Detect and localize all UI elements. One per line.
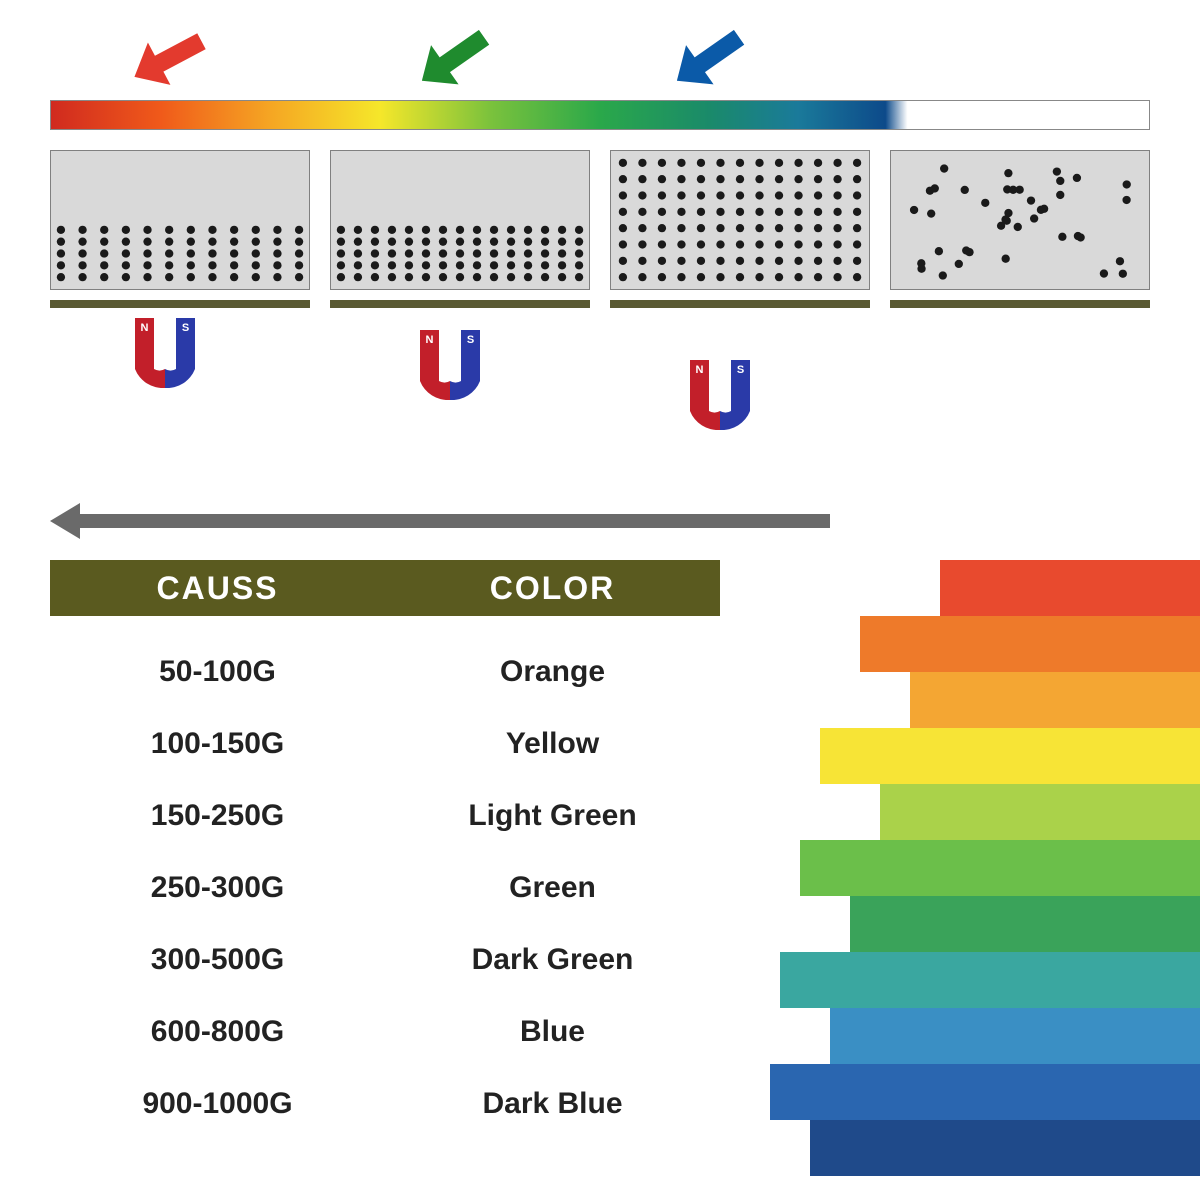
color-name: Dark Green	[385, 943, 720, 977]
gauss-value: 300-500G	[50, 943, 385, 977]
color-bar	[940, 560, 1200, 616]
color-bar-chart	[760, 560, 1200, 1176]
arrow-icon	[408, 18, 498, 101]
gauss-value: 250-300G	[50, 871, 385, 905]
table-row: 600-800GBlue	[50, 996, 720, 1068]
gauss-value: 150-250G	[50, 799, 385, 833]
density-panel-3	[890, 150, 1150, 290]
table-body: 50-100GOrange100-150GYellow150-250GLight…	[50, 636, 720, 1140]
color-bar	[830, 1008, 1200, 1064]
color-bar	[770, 1064, 1200, 1120]
svg-text:S: S	[737, 364, 744, 376]
table-row: 300-500GDark Green	[50, 924, 720, 996]
gauss-value: 900-1000G	[50, 1087, 385, 1121]
density-panel-2	[610, 150, 870, 290]
header-gauss: CAUSS	[50, 570, 385, 607]
color-name: Light Green	[385, 799, 720, 833]
density-panel-0	[50, 150, 310, 290]
color-bar	[910, 672, 1200, 728]
color-bar	[880, 784, 1200, 840]
density-panel-1	[330, 150, 590, 290]
table-header: CAUSS COLOR	[50, 560, 720, 616]
color-bar	[800, 840, 1200, 896]
table-row: 100-150GYellow	[50, 708, 720, 780]
magnet-icon: NS	[690, 360, 750, 430]
svg-text:S: S	[467, 334, 474, 346]
svg-text:N: N	[141, 322, 149, 334]
header-color: COLOR	[385, 570, 720, 607]
magnet-icon: NS	[135, 318, 195, 388]
color-name: Blue	[385, 1015, 720, 1049]
color-bar	[850, 896, 1200, 952]
base-bar	[610, 300, 870, 308]
magnet-icon: NS	[420, 330, 480, 400]
gauss-value: 600-800G	[50, 1015, 385, 1049]
arrow-icon	[123, 20, 213, 98]
gauss-value: 100-150G	[50, 727, 385, 761]
svg-text:S: S	[182, 322, 189, 334]
color-bar	[820, 728, 1200, 784]
table-row: 150-250GLight Green	[50, 780, 720, 852]
svg-text:N: N	[426, 334, 434, 346]
panel-row	[50, 150, 1150, 290]
color-bar	[810, 1120, 1200, 1176]
spectrum-bar	[50, 100, 1150, 130]
base-bar	[330, 300, 590, 308]
color-name: Yellow	[385, 727, 720, 761]
direction-arrow	[50, 500, 830, 542]
color-bar	[780, 952, 1200, 1008]
base-bar	[890, 300, 1150, 308]
color-name: Dark Blue	[385, 1087, 720, 1121]
color-bar	[860, 616, 1200, 672]
table-row: 50-100GOrange	[50, 636, 720, 708]
color-name: Green	[385, 871, 720, 905]
arrow-row	[0, 10, 1200, 100]
color-name: Orange	[385, 655, 720, 689]
svg-text:N: N	[696, 364, 704, 376]
arrow-icon	[663, 18, 753, 101]
table-row: 900-1000GDark Blue	[50, 1068, 720, 1140]
gauss-color-table: CAUSS COLOR 50-100GOrange100-150GYellow1…	[50, 560, 720, 1140]
table-row: 250-300GGreen	[50, 852, 720, 924]
gauss-value: 50-100G	[50, 655, 385, 689]
base-bar	[50, 300, 310, 308]
